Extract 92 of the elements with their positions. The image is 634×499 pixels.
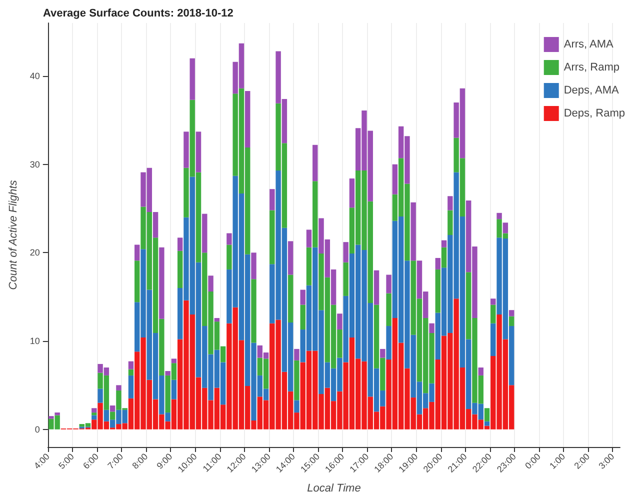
bar: [226, 244, 232, 270]
x-tick-label: 8:00: [130, 451, 150, 471]
bar: [294, 348, 300, 360]
x-axis-title: Local Time: [307, 482, 361, 494]
bar: [386, 274, 392, 294]
legend-label: Arrs, Ramp: [564, 62, 620, 74]
bar: [484, 408, 490, 422]
bar: [386, 326, 392, 360]
bar: [300, 304, 306, 330]
bar: [300, 290, 306, 305]
bar: [251, 252, 256, 280]
legend-label: Arrs, AMA: [564, 38, 614, 50]
bar: [496, 212, 502, 220]
bar: [54, 412, 60, 416]
bar: [171, 358, 177, 364]
bar: [128, 375, 134, 398]
x-tick-label: 6:00: [81, 451, 101, 471]
bar: [116, 385, 122, 390]
bar: [349, 178, 355, 208]
bar: [343, 262, 348, 296]
bar: [490, 304, 496, 324]
bar: [159, 247, 164, 319]
bar: [490, 323, 496, 356]
bar: [177, 250, 183, 288]
bar: [165, 371, 170, 376]
bar: [441, 247, 447, 268]
x-tick-label: 0:00: [523, 451, 543, 471]
y-tick-label: 40: [30, 71, 40, 81]
bar: [448, 196, 453, 210]
bar: [98, 388, 103, 403]
bar: [92, 412, 97, 416]
bar: [134, 244, 140, 261]
bar: [270, 189, 275, 210]
bar: [92, 408, 97, 413]
bar: [435, 269, 441, 313]
bar: [245, 91, 250, 148]
bar: [251, 279, 256, 343]
y-tick-label: 0: [34, 424, 40, 434]
y-tick-label: 10: [30, 336, 40, 346]
bar: [190, 58, 195, 100]
bar: [177, 238, 183, 251]
bar: [306, 247, 312, 286]
bar: [196, 132, 202, 172]
bar: [441, 240, 447, 248]
bar: [435, 258, 441, 270]
bar: [294, 400, 300, 413]
bar: [288, 274, 294, 322]
bar: [226, 233, 232, 245]
x-tick-label: 4:00: [32, 451, 52, 471]
bar: [490, 298, 496, 305]
bar: [429, 323, 434, 334]
bar: [312, 181, 318, 248]
x-tick-label: 9:00: [154, 451, 174, 471]
chart-title: Average Surface Counts: 2018-10-12: [43, 8, 234, 20]
bar: [508, 310, 514, 316]
bar: [184, 132, 189, 168]
bar: [270, 210, 275, 264]
bar: [337, 314, 342, 330]
legend-label: Deps, AMA: [564, 84, 620, 96]
bar: [92, 415, 97, 420]
bar: [208, 276, 214, 292]
bar: [484, 421, 490, 426]
bar: [202, 214, 208, 253]
bar: [171, 380, 177, 400]
bar: [294, 360, 300, 400]
y-tick-label: 30: [30, 159, 40, 170]
bar: [343, 242, 348, 262]
bar: [508, 316, 514, 326]
bar: [392, 164, 398, 194]
x-tick-label: 3:00: [596, 451, 616, 471]
legend-label: Deps, Ramp: [564, 108, 626, 120]
y-axis-title: Count of Active Flights: [8, 180, 20, 290]
bar: [214, 318, 220, 322]
bar: [128, 361, 134, 370]
bar: [128, 369, 134, 376]
bar: [448, 210, 453, 235]
bar: [306, 230, 312, 248]
bar: [312, 144, 318, 182]
bar: [48, 416, 54, 419]
bar: [288, 241, 294, 275]
x-tick-label: 7:00: [106, 451, 126, 471]
bar: [380, 348, 386, 358]
bar: [502, 222, 508, 234]
bar: [386, 293, 392, 326]
bar: [134, 260, 140, 302]
bar: [478, 368, 484, 376]
bar: [110, 405, 116, 412]
bar: [374, 270, 380, 305]
bar: [110, 412, 116, 420]
bar: [152, 212, 158, 238]
bar: [410, 202, 416, 261]
y-tick-label: 20: [30, 248, 40, 258]
